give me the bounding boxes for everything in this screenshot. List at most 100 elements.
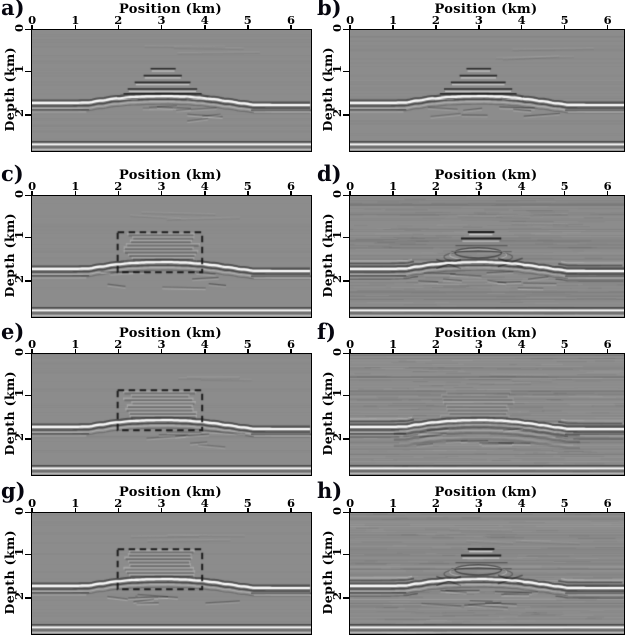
x-tick-mark xyxy=(74,190,77,196)
x-tick-mark xyxy=(74,348,77,354)
x-tick-label: 2 xyxy=(431,179,440,193)
x-tick-mark xyxy=(247,24,249,30)
x-tick-label: 3 xyxy=(157,179,166,193)
x-tick-mark xyxy=(520,507,523,513)
x-tick-mark xyxy=(160,507,163,513)
y-tick-mark xyxy=(25,28,31,31)
y-tick-mark xyxy=(343,114,349,116)
panel-letter-b: b) xyxy=(317,0,342,20)
x-tick-mark xyxy=(392,507,394,513)
x-tick-mark xyxy=(290,24,292,30)
y-axis-title: Depth (km) xyxy=(320,371,335,456)
x-tick-label: 4 xyxy=(517,337,526,351)
x-tick-mark xyxy=(478,507,480,513)
x-tick-label: 5 xyxy=(560,13,569,27)
x-tick-label: 5 xyxy=(243,13,252,27)
x-tick-label: 4 xyxy=(517,13,526,27)
y-tick-mark xyxy=(25,352,31,355)
y-tick-label: 1 xyxy=(12,65,26,74)
x-tick-mark xyxy=(563,190,566,196)
x-tick-label: 4 xyxy=(200,496,209,510)
x-tick-mark xyxy=(563,24,566,30)
x-tick-label: 1 xyxy=(389,496,398,510)
panel-e: e) Position (km) Depth (km) 0 1 2 3 4 5 6 0 1 2 xyxy=(0,319,313,484)
panel-letter-f: f) xyxy=(317,319,336,344)
plot-area-d xyxy=(349,195,625,318)
y-tick-label: 2 xyxy=(12,432,26,441)
y-tick-mark xyxy=(343,438,349,440)
x-tick-label: 4 xyxy=(200,179,209,193)
y-tick-mark xyxy=(25,511,31,514)
x-axis-title: Position (km) xyxy=(119,2,222,17)
x-tick-mark xyxy=(392,348,394,354)
x-tick-mark xyxy=(204,348,206,354)
y-tick-label: 1 xyxy=(330,231,344,240)
x-tick-mark xyxy=(478,190,480,196)
y-tick-mark xyxy=(343,511,349,514)
y-tick-label: 1 xyxy=(330,548,344,557)
seismic-image-f xyxy=(350,354,624,475)
x-tick-mark xyxy=(435,507,437,513)
x-tick-label: 2 xyxy=(114,337,123,351)
x-tick-label: 0 xyxy=(28,13,37,27)
x-tick-label: 1 xyxy=(71,337,80,351)
x-tick-mark xyxy=(204,24,206,30)
x-axis-title: Position (km) xyxy=(434,2,538,17)
x-tick-label: 5 xyxy=(560,337,569,351)
x-tick-label: 6 xyxy=(287,13,296,27)
x-tick-mark xyxy=(31,507,33,513)
plot-area-f xyxy=(349,353,625,476)
panel-h: h) Position (km) Depth (km) 0 1 2 3 4 5 6 0 1 2 xyxy=(313,478,626,636)
y-tick-label: 0 xyxy=(12,189,26,198)
x-tick-label: 3 xyxy=(474,13,483,27)
y-tick-label: 0 xyxy=(330,347,344,356)
x-axis-title: Position (km) xyxy=(434,485,538,500)
x-tick-label: 5 xyxy=(560,179,569,193)
y-axis-title: Depth (km) xyxy=(320,530,335,615)
y-tick-mark xyxy=(25,280,31,282)
plot-area-h xyxy=(349,512,625,635)
x-tick-mark xyxy=(31,24,33,30)
y-tick-label: 1 xyxy=(330,389,344,398)
x-tick-label: 6 xyxy=(603,337,612,351)
x-tick-label: 2 xyxy=(431,496,440,510)
y-tick-label: 0 xyxy=(330,189,344,198)
x-axis-title: Position (km) xyxy=(434,168,538,183)
y-tick-label: 2 xyxy=(330,108,344,117)
x-tick-mark xyxy=(392,190,394,196)
x-tick-label: 4 xyxy=(200,13,209,27)
plot-area-c xyxy=(31,195,312,318)
x-tick-mark xyxy=(349,24,351,30)
x-tick-mark xyxy=(392,24,394,30)
x-tick-label: 6 xyxy=(287,337,296,351)
y-tick-mark xyxy=(343,280,349,282)
seismic-image-b xyxy=(350,30,624,151)
y-tick-label: 1 xyxy=(12,548,26,557)
x-tick-mark xyxy=(290,190,292,196)
panel-f: f) Position (km) Depth (km) 0 1 2 3 4 5 6 0 1 2 xyxy=(313,319,626,484)
x-tick-label: 0 xyxy=(28,179,37,193)
y-tick-label: 2 xyxy=(12,108,26,117)
seismic-image-a xyxy=(32,30,311,151)
y-axis-title: Depth (km) xyxy=(320,47,335,132)
y-tick-mark xyxy=(25,438,31,440)
x-tick-label: 2 xyxy=(114,13,123,27)
x-tick-mark xyxy=(117,507,120,513)
y-tick-mark xyxy=(25,553,31,556)
y-tick-label: 1 xyxy=(12,389,26,398)
x-tick-label: 0 xyxy=(346,179,355,193)
x-tick-label: 5 xyxy=(560,496,569,510)
x-tick-mark xyxy=(247,190,249,196)
x-tick-mark xyxy=(204,190,206,196)
seismic-image-e xyxy=(32,354,311,475)
x-tick-label: 4 xyxy=(517,496,526,510)
x-tick-mark xyxy=(520,24,523,30)
x-tick-mark xyxy=(74,24,77,30)
y-tick-label: 2 xyxy=(12,591,26,600)
x-tick-mark xyxy=(606,24,609,30)
y-axis-title: Depth (km) xyxy=(2,371,17,456)
x-tick-label: 5 xyxy=(243,496,252,510)
y-tick-label: 2 xyxy=(330,274,344,283)
x-tick-label: 0 xyxy=(28,337,37,351)
